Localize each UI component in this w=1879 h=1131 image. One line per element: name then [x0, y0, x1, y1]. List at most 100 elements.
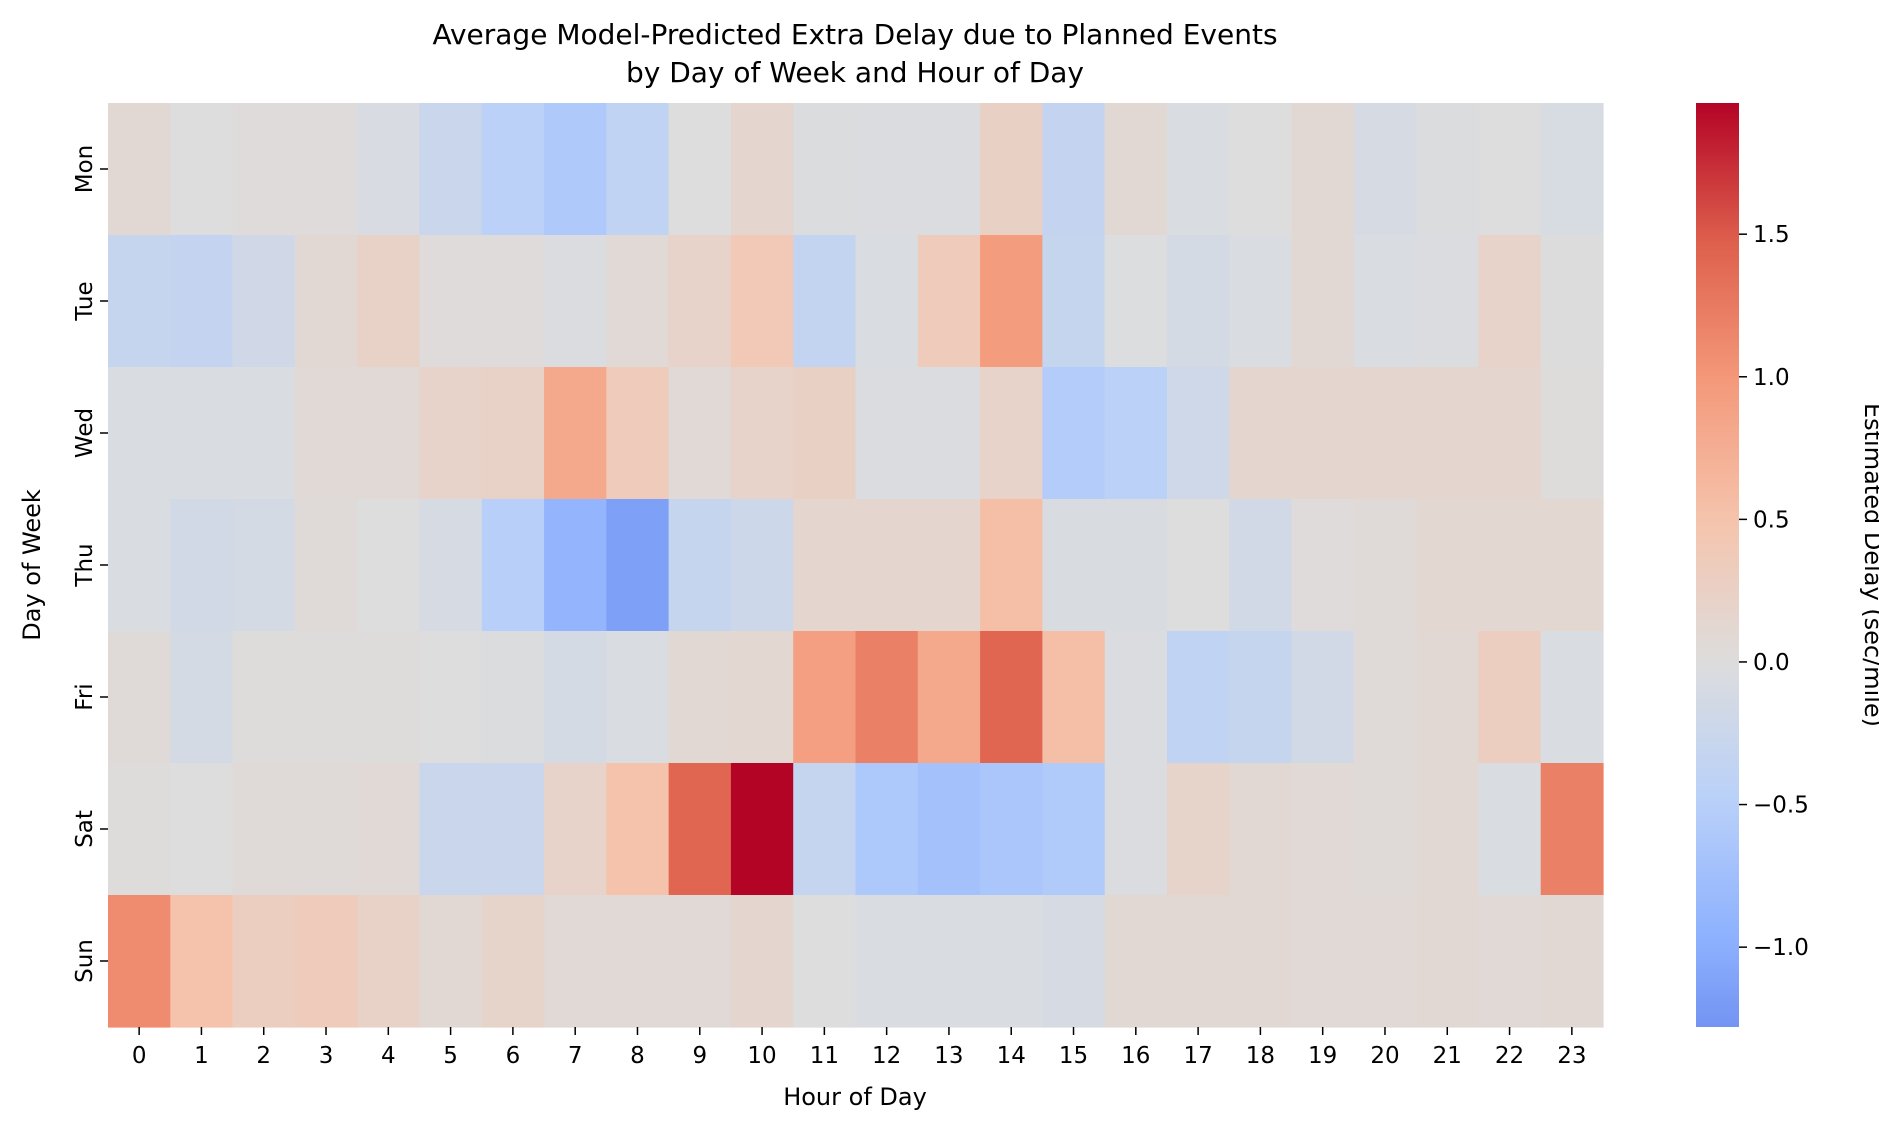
heatmap-cell-mon-10 — [730, 103, 794, 236]
heatmap-cell-tue-14 — [980, 235, 1043, 368]
heatmap-cell-mon-3 — [294, 103, 358, 236]
heatmap-cell-tue-13 — [917, 235, 981, 368]
heatmap-cell-mon-20 — [1353, 103, 1417, 236]
heatmap-cell-tue-21 — [1416, 235, 1480, 368]
heatmap-cell-fri-5 — [419, 631, 483, 764]
heatmap-cell-tue-23 — [1540, 235, 1604, 368]
heatmap-cell-mon-1 — [170, 103, 234, 236]
x-axis-ticks: 0 1 2 3 4 5 6 7 8 9 10 11 12 13 14 15 16 17 18 19 20 21 22 23 — [132, 1027, 1586, 1069]
heatmap-cell-sun-5 — [419, 895, 483, 1028]
colorbar-label: Estimated Delay (sec/mile) — [1859, 403, 1879, 727]
heatmap-cell-wed-12 — [855, 367, 919, 500]
x-tick-label: 0 — [132, 1043, 147, 1069]
heatmap-cell-sat-23 — [1540, 763, 1604, 896]
heatmap-cell-fri-13 — [917, 631, 981, 764]
heatmap-cell-mon-5 — [419, 103, 483, 236]
heatmap-cell-thu-5 — [419, 499, 483, 632]
heatmap-cell-wed-7 — [544, 367, 607, 500]
heatmap-cell-sat-13 — [917, 763, 981, 896]
heatmap-cell-fri-4 — [357, 631, 421, 764]
heatmap-cell-fri-14 — [980, 631, 1043, 764]
heatmap-cell-thu-10 — [730, 499, 794, 632]
heatmap-cell-thu-22 — [1478, 499, 1542, 632]
heatmap-cell-sun-12 — [855, 895, 919, 1028]
heatmap-cell-tue-18 — [1229, 235, 1293, 368]
heatmap-cell-tue-10 — [730, 235, 794, 368]
chart-title-line-2: by Day of Week and Hour of Day — [626, 56, 1084, 89]
heatmap-cell-tue-12 — [855, 235, 919, 368]
heatmap-cell-wed-13 — [917, 367, 981, 500]
heatmap-cell-sat-0 — [108, 763, 171, 896]
heatmap-cell-sat-5 — [419, 763, 483, 896]
heatmap-cells — [108, 103, 1604, 1028]
heatmap-cell-mon-4 — [357, 103, 421, 236]
heatmap-cell-sat-1 — [170, 763, 234, 896]
heatmap-cell-tue-16 — [1104, 235, 1168, 368]
heatmap-cell-sat-2 — [232, 763, 296, 896]
colorbar-tick-label: 0.0 — [1753, 650, 1790, 676]
heatmap-cell-sun-9 — [668, 895, 732, 1028]
heatmap-cell-sun-13 — [917, 895, 981, 1028]
heatmap-cell-wed-10 — [730, 367, 794, 500]
heatmap-cell-thu-11 — [793, 499, 857, 632]
heatmap-cell-fri-18 — [1229, 631, 1293, 764]
heatmap-cell-wed-20 — [1353, 367, 1417, 500]
heatmap-cell-thu-7 — [544, 499, 607, 632]
y-tick-label: Mon — [72, 145, 98, 194]
heatmap-cell-sat-3 — [294, 763, 358, 896]
heatmap-cell-tue-2 — [232, 235, 296, 368]
heatmap-cell-thu-0 — [108, 499, 171, 632]
heatmap-cell-sat-10 — [730, 763, 794, 896]
heatmap-cell-sun-2 — [232, 895, 296, 1028]
y-tick-label: Sun — [72, 939, 98, 983]
heatmap-cell-thu-4 — [357, 499, 421, 632]
heatmap-cell-mon-7 — [544, 103, 607, 236]
heatmap-cell-mon-16 — [1104, 103, 1168, 236]
x-tick-label: 6 — [506, 1043, 521, 1069]
heatmap-cell-wed-17 — [1166, 367, 1230, 500]
heatmap-cell-fri-21 — [1416, 631, 1480, 764]
heatmap-cell-tue-1 — [170, 235, 234, 368]
x-axis-label: Hour of Day — [783, 1083, 927, 1111]
heatmap-cell-fri-20 — [1353, 631, 1417, 764]
heatmap-cell-thu-13 — [917, 499, 981, 632]
heatmap-cell-wed-16 — [1104, 367, 1168, 500]
heatmap-cell-mon-12 — [855, 103, 919, 236]
heatmap-cell-mon-6 — [481, 103, 545, 236]
heatmap-cell-fri-1 — [170, 631, 234, 764]
heatmap-cell-thu-12 — [855, 499, 919, 632]
heatmap-cell-mon-15 — [1042, 103, 1106, 236]
heatmap-cell-mon-11 — [793, 103, 857, 236]
heatmap-cell-tue-8 — [606, 235, 670, 368]
heatmap-cell-tue-0 — [108, 235, 171, 368]
heatmap-cell-sun-4 — [357, 895, 421, 1028]
heatmap-cell-wed-18 — [1229, 367, 1293, 500]
heatmap-cell-thu-3 — [294, 499, 358, 632]
heatmap-cell-fri-15 — [1042, 631, 1106, 764]
colorbar-tick-label: −0.5 — [1753, 793, 1809, 819]
heatmap-cell-sat-16 — [1104, 763, 1168, 896]
heatmap-cell-tue-9 — [668, 235, 732, 368]
heatmap-cell-fri-7 — [544, 631, 607, 764]
heatmap-cell-fri-19 — [1291, 631, 1355, 764]
heatmap-cell-sun-8 — [606, 895, 670, 1028]
heatmap-cell-thu-6 — [481, 499, 545, 632]
heatmap-cell-tue-22 — [1478, 235, 1542, 368]
heatmap-cell-thu-15 — [1042, 499, 1106, 632]
x-tick-label: 15 — [1059, 1043, 1088, 1069]
heatmap-cell-thu-20 — [1353, 499, 1417, 632]
heatmap-cell-fri-8 — [606, 631, 670, 764]
heatmap-cell-wed-6 — [481, 367, 545, 500]
heatmap-cell-wed-21 — [1416, 367, 1480, 500]
heatmap-cell-mon-22 — [1478, 103, 1542, 236]
heatmap-cell-mon-18 — [1229, 103, 1293, 236]
x-tick-label: 3 — [319, 1043, 334, 1069]
colorbar-ticks: −1.0 −0.5 0.0 0.5 1.0 1.5 — [1739, 222, 1809, 961]
heatmap-cell-sun-6 — [481, 895, 545, 1028]
heatmap-cell-sat-6 — [481, 763, 545, 896]
x-tick-label: 4 — [381, 1043, 396, 1069]
y-tick-label: Fri — [72, 683, 98, 710]
heatmap-cell-thu-14 — [980, 499, 1043, 632]
y-tick-label: Sat — [72, 810, 98, 848]
heatmap-cell-fri-23 — [1540, 631, 1604, 764]
